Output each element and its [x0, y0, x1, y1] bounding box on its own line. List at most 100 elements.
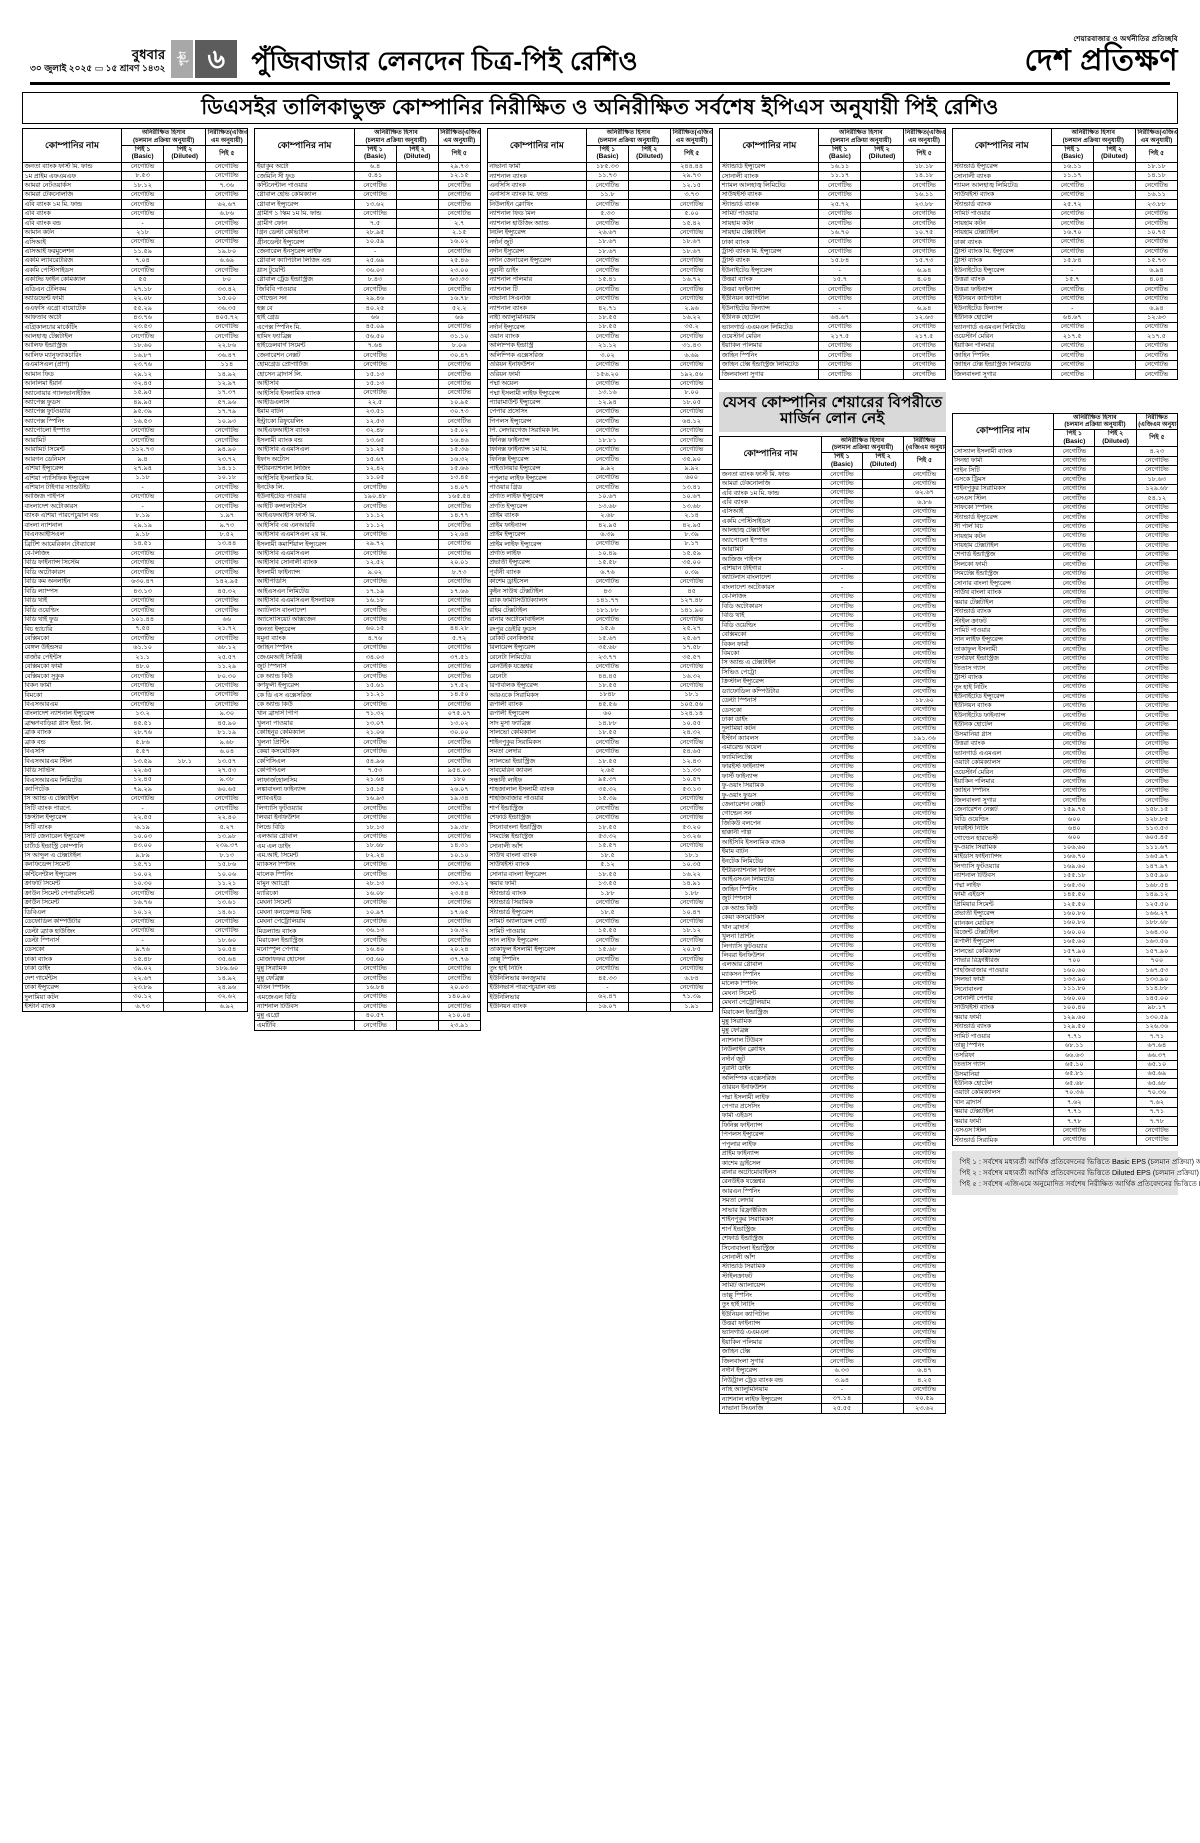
pe-value-cell: ৪৫.৩২ [205, 586, 249, 597]
pe-value-cell: ১৬.৩২ [670, 671, 714, 682]
table-row: আইএসএন লিমিটেড ১৭.১৯ ১৭.৬৬ [254, 586, 481, 597]
company-name-cell: কেপিপিএল [254, 765, 355, 777]
table-row: ইউনিক হোটেল নেগেটিভ নেগেটিভ [951, 719, 1179, 731]
company-name-cell: কন্টিনেন্টাল পাওয়ার [254, 180, 355, 191]
company-name-cell: স্কয়ার টেক্সটাইল [951, 597, 1055, 608]
company-name-cell: গোল্ডেন সন [254, 293, 355, 305]
pe-value-cell [627, 444, 672, 456]
company-name-cell: জাহিন স্পিনিং [951, 350, 1052, 361]
table-row: খান ব্রাদার্স পিপি ৭১.৩২ ০৭৫.০৭ [254, 708, 481, 720]
pe-value-cell: নেগেটিভ [1050, 246, 1094, 257]
pe-value-cell: ৬.৬৯ [205, 255, 249, 267]
pe-value-cell [1094, 568, 1137, 580]
pe-value-cell [395, 661, 439, 673]
pe-value-cell: নেগেটিভ [670, 841, 714, 852]
pe-value-cell: নেগেটিভ [585, 482, 630, 493]
pe-value-cell: ১২.৫২ [353, 557, 397, 569]
table-row: এলআর গ্লোবাল নেগেটিভ নেগেটিভ [254, 831, 481, 843]
company-name-cell: এম এল ডাইং [254, 841, 355, 852]
pe-value-cell: নেগেটিভ [1135, 682, 1179, 693]
pe-value-cell [627, 557, 672, 569]
weekday-label: বুধবার [131, 46, 166, 62]
company-name-cell: রেনেটা লিমিটেড [486, 652, 587, 663]
pe-value-cell: নেগেটিভ [121, 699, 165, 710]
pe-value-cell [163, 926, 207, 937]
company-name-cell: আইটি কন্সালট্যান্টস [254, 501, 355, 512]
pe-value-cell [862, 1375, 905, 1386]
pe-value-cell: নেগেটিভ [820, 1205, 864, 1216]
company-name-cell: র‍্যাক ফার্মাসিউটিক্যালস [486, 595, 587, 607]
pe-value-cell: নেগেটিভ [1053, 455, 1096, 467]
pe-value-cell: নেগেটিভ [820, 1176, 864, 1188]
pe-value-cell [163, 982, 207, 994]
company-name-cell: প্রাইম ইন্স্যুরেন্স [486, 529, 587, 541]
pe-value-cell [862, 1148, 905, 1160]
pe-value-cell [163, 671, 207, 682]
table-row: ক্যাপিটেক ৭৯.২৯ ৬০.৬৫ [21, 784, 249, 795]
pe-value-cell: নেগেটিভ [585, 199, 630, 210]
pe-value-cell: নেগেটিভ [903, 1271, 946, 1282]
pe-value-cell: নেগেটিভ [903, 1233, 946, 1245]
pe-value-cell: ৩২.৪৮ [353, 425, 397, 437]
company-name-cell: পদ্মা ইসলামী লাইফ ইন্স্যুরেন্স [486, 388, 587, 399]
pe-value-cell: ১৭.৩৭ [205, 388, 249, 399]
table-row: গ্লোবাল ইন্স্যুরেন্স ১৩.৬২ নেগেটিভ [254, 199, 481, 210]
pe-value-cell: নেগেটিভ [1135, 719, 1179, 731]
table-row: মতিন স্পিনিং ১৬.৮৪ ২০.০৩ [254, 982, 481, 994]
pe-value-cell: ১৪.৮৮ [585, 718, 630, 729]
pe-value-cell: ১৮০ [437, 775, 481, 786]
company-name-cell: ঢাকা ব্যাংক [951, 237, 1052, 248]
company-name-cell: ঢাকা ইন্স্যুরেন্স [21, 982, 123, 994]
pe-value-cell [627, 539, 672, 550]
company-name-cell: গ্রীনডেল্টা ইন্স্যুরেন্স [254, 237, 355, 248]
pe-value-cell [395, 255, 439, 267]
company-name-cell: অ্যাডভেন্ট ফার্মা [21, 293, 123, 305]
pe-value-cell: ১১.৮ [585, 189, 630, 201]
table-row: তিতাস গ্যাস নেগেটিভ নেগেটিভ [951, 663, 1179, 674]
table-row: শাহজালাল ইসলামী ব্যাংক ৩৫.৩২ ৫৩.১৩ [486, 784, 714, 795]
pe-value-cell: নেগেটিভ [820, 837, 864, 848]
pe-value-cell: নেগেটিভ [1050, 293, 1094, 305]
pe-value-cell: নেগেটিভ [820, 525, 864, 537]
pe-value-cell [627, 161, 672, 173]
pe-value-cell [627, 841, 672, 852]
pe-value-cell: নেগেটিভ [670, 293, 714, 305]
pe-value-cell: নেগেটিভ [437, 671, 481, 682]
table-row: কেপিপিএল ৭.৫৩ ৯৫৪.০৩ [254, 765, 481, 777]
pe-value-cell [395, 482, 439, 493]
pe-value-cell [862, 1167, 905, 1178]
table-row: এশিয়ান টাইগার - নেগেটিভ [719, 563, 946, 574]
table-row: কেপিসিএল ৫৪.৯৬ নেগেটিভ [254, 756, 481, 767]
pe-value-cell: নেগেটিভ [902, 350, 946, 361]
pe-value-cell: নেগেটিভ [205, 680, 249, 692]
pe-value-cell: ৬২.৬৭ [205, 199, 249, 210]
pe-value-cell: নেগেটিভ [1053, 559, 1096, 570]
pe-value-cell: ১১.২১ [205, 878, 249, 890]
table-row: জনতা ইন্স্যুরেন্স ৬০.১৫ ৪৪.২৮ [254, 624, 481, 635]
pe-value-cell: নেগেটিভ [670, 916, 714, 928]
pe-value-cell: ২১৭.৫ [902, 331, 946, 342]
pe-value-cell: ১৫৫.১৮ [1053, 870, 1096, 882]
pe-value-cell [862, 761, 905, 773]
pe-value-cell [627, 642, 672, 654]
company-name-cell: সাফকো স্পিনিং [951, 502, 1055, 514]
table-row: এশিয়ান টাইগার স্যান্ডউইচ - নেগেটিভ [21, 482, 249, 493]
company-name-cell: স্ট্যান্ডার্ড ইন্স্যুরেন্স [951, 512, 1055, 523]
table-row: জিলবাংলা সুগার নেগেটিভ নেগেটিভ [951, 369, 1179, 380]
pe-value-cell: ২১০.০৪ [437, 1010, 481, 1022]
pe-value-cell: নেগেটিভ [902, 246, 946, 257]
company-name-cell: অ্যাসোসিয়েট অক্সিজেন [254, 614, 355, 626]
company-name-cell: উত্তরা ফাইন্যান্স [719, 1318, 822, 1329]
company-name-cell: উত্তরা ব্যাংক [719, 274, 820, 286]
pe-value-cell: ২৯.৭৩ [670, 171, 714, 182]
pe-value-cell: নেগেটিভ [437, 756, 481, 767]
table-row: আজিজ পাইপস নেগেটিভ নেগেটিভ [719, 554, 946, 565]
company-name-cell: ইন্ট্রাকো রিফুয়েলিং [254, 416, 355, 427]
company-name-cell: সাউথ বাংলা ব্যাংক [486, 850, 587, 861]
pe-value-cell: ২২.৫ [353, 397, 397, 408]
pe-value-cell: নেগেটিভ [353, 935, 397, 946]
pe-value-cell [1094, 861, 1137, 872]
table-row: অ্যাটলাস বাংলাদেশ নেগেটিভ নেগেটিভ [254, 605, 481, 616]
table-row: তাল্লু স্পিনিং নেগেটিভ নেগেটিভ [486, 954, 714, 965]
pe-value-cell: ৩২.৪৫ [121, 378, 165, 390]
